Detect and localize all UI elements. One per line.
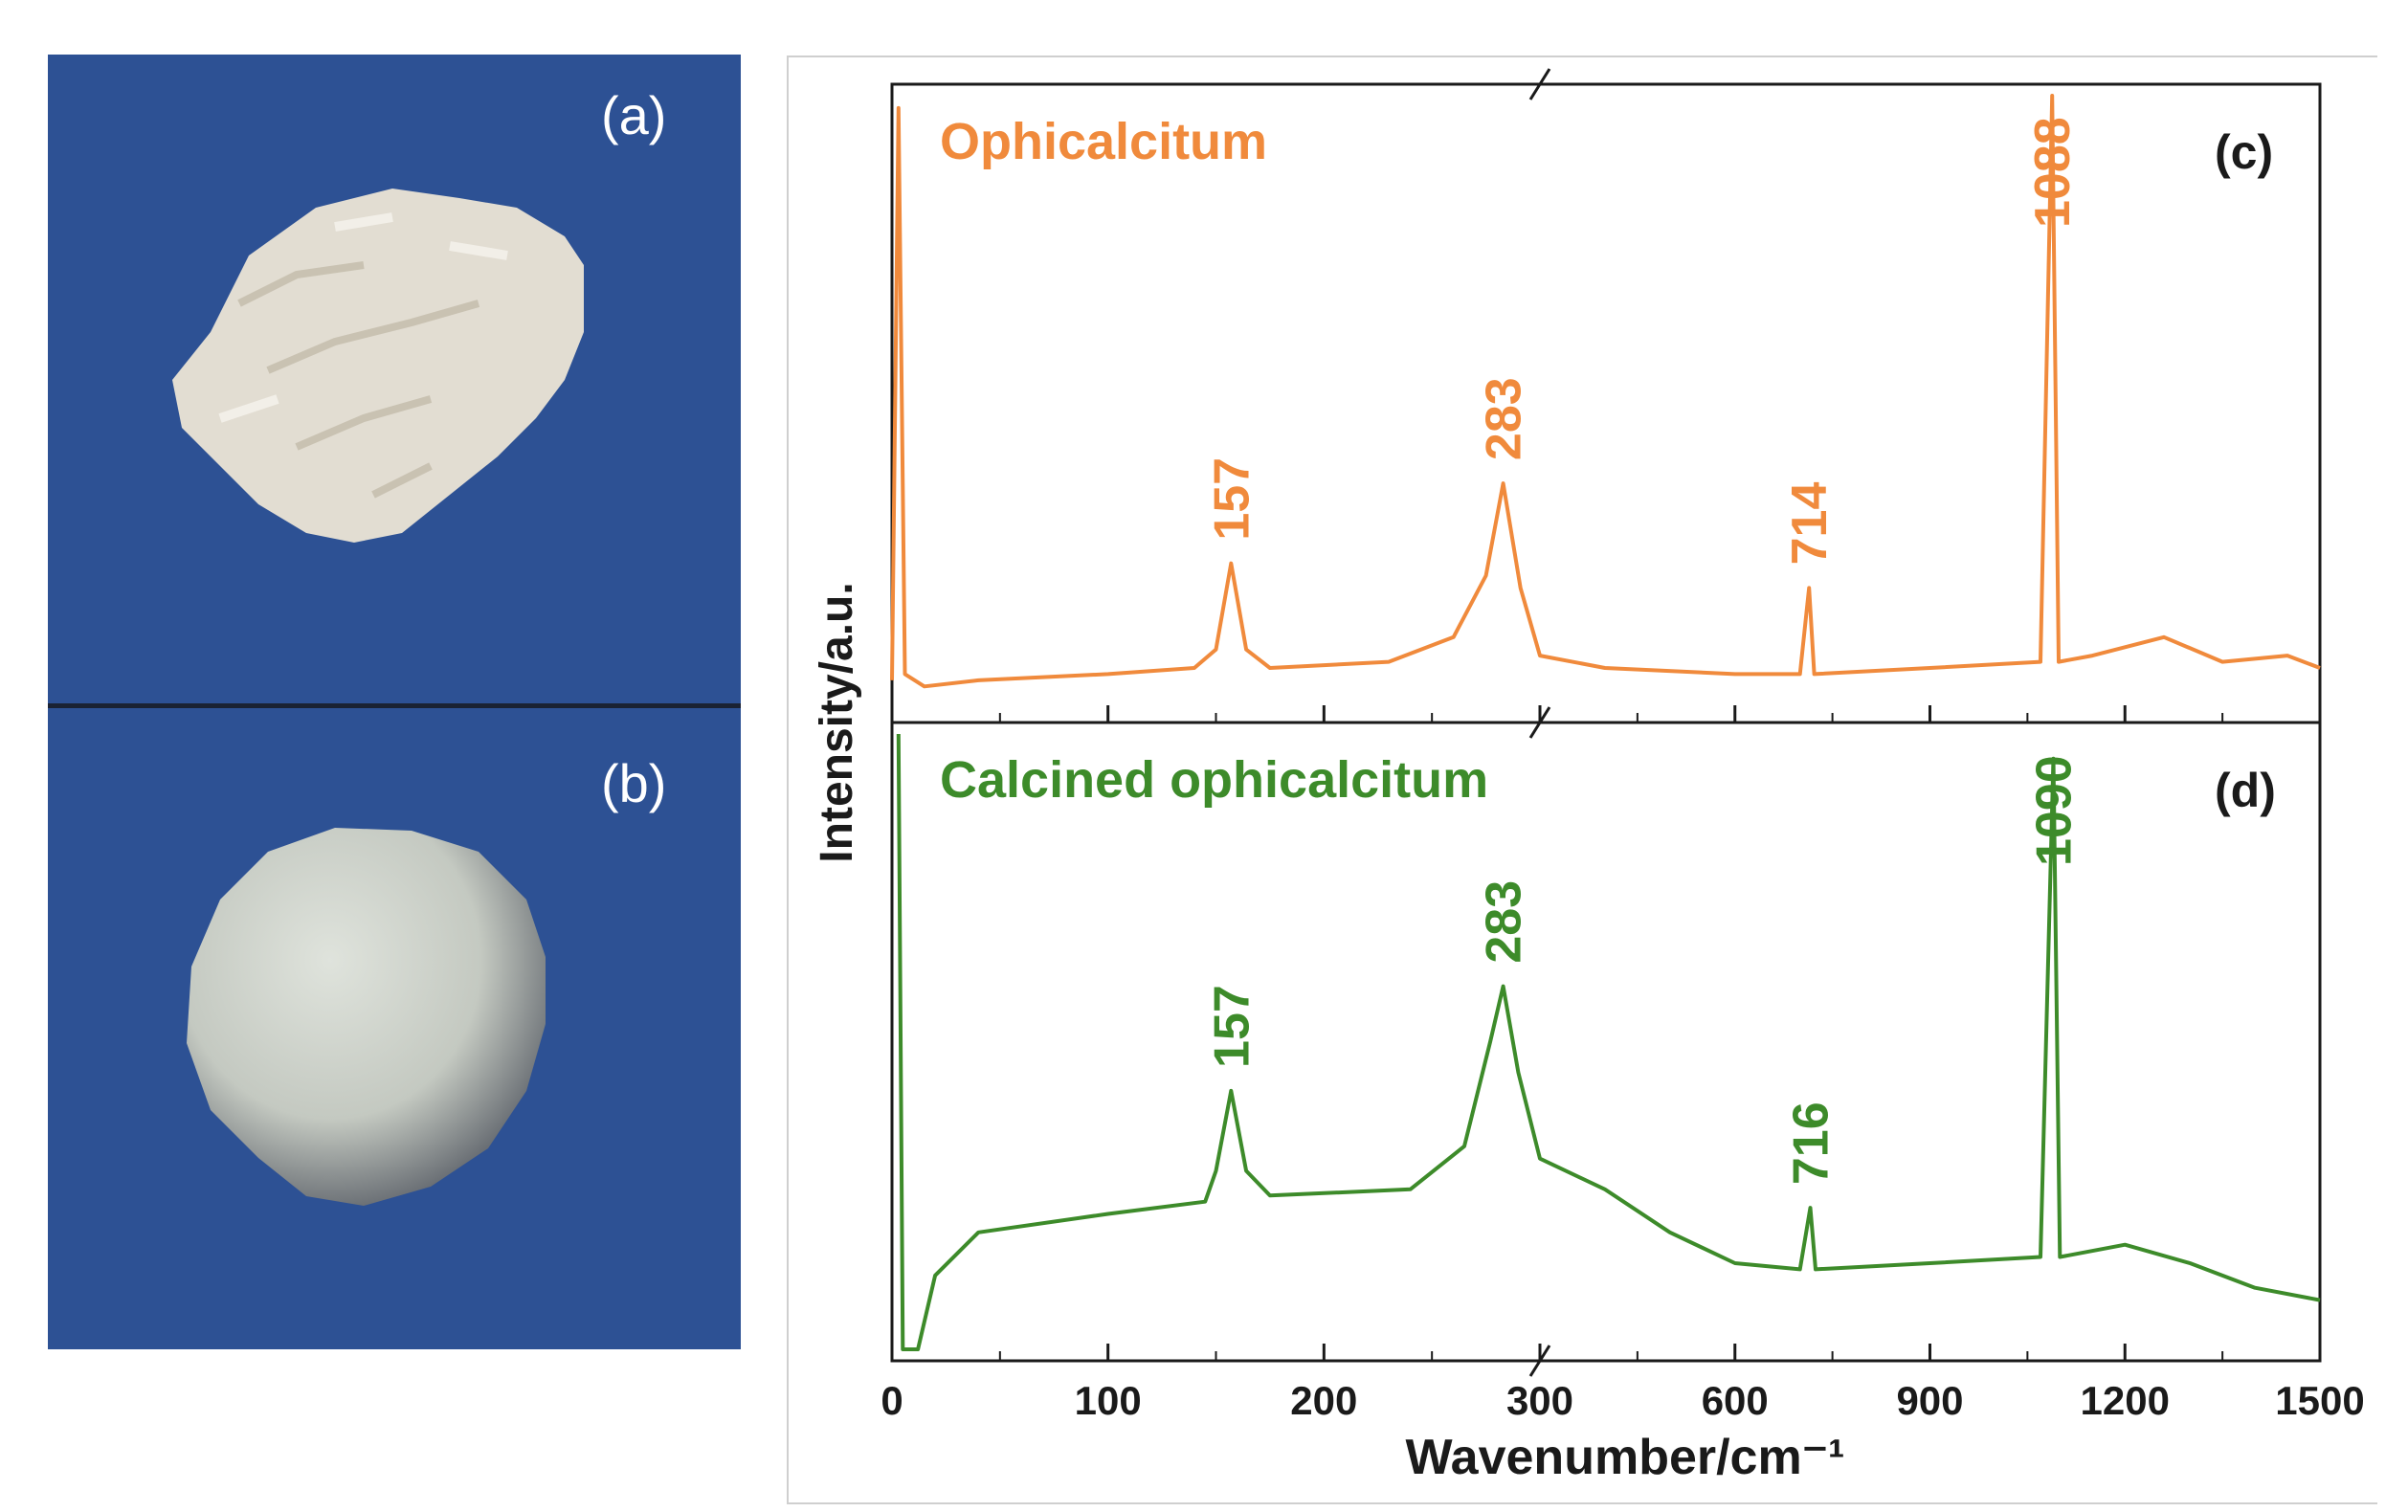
photo-panel-b [48, 708, 741, 1349]
x-tick-label: 1500 [2275, 1378, 2364, 1423]
axis-break-mark [1528, 68, 1551, 100]
raman-chart-frame: 0 100 200 300 600 900 1200 1500 Wavenumber/cm⁻¹ I… [787, 56, 2377, 1504]
panel-label-a: (a) [601, 85, 667, 145]
photo-panel-a [48, 55, 741, 705]
x-tick-label: 100 [1075, 1378, 1142, 1423]
series-line-ophicalcitum [890, 94, 2321, 689]
axis-break-mark [1528, 706, 1551, 739]
x-tick-label: 200 [1290, 1378, 1357, 1423]
ophicalcitum-sample-photo [172, 189, 584, 543]
peak-label: 1090 [2027, 755, 2083, 866]
panel-label-b: (b) [601, 753, 667, 813]
peak-label: 283 [1477, 880, 1532, 964]
x-tick-label: 600 [1702, 1378, 1769, 1423]
panel-c-frame [890, 82, 2322, 724]
peak-label: 157 [1204, 985, 1260, 1068]
peak-label: 283 [1477, 377, 1532, 460]
series-line-calcined-ophicalcitum [896, 733, 2321, 1351]
series-name: Ophicalcitum [940, 113, 1267, 170]
photo-divider [48, 703, 741, 708]
peak-label: 157 [1204, 457, 1260, 541]
raman-spectra-chart: 0 100 200 300 600 900 1200 1500 Wavenumber/cm⁻¹ I… [812, 68, 2365, 1485]
peak-label: 716 [1784, 1101, 1839, 1185]
panel-d-frame [890, 721, 2322, 1363]
peak-label: 1088 [2025, 117, 2081, 228]
panel-label: (d) [2215, 764, 2276, 817]
y-axis-label: Intensity/a.u. [812, 582, 862, 862]
x-tick-label: 0 [881, 1378, 903, 1423]
peak-label: 714 [1782, 482, 1838, 566]
axis-break-mark [1528, 1345, 1551, 1377]
series-name: Calcined ophicalcitum [940, 751, 1488, 809]
calcined-sample-photo [187, 828, 546, 1206]
x-tick-label: 900 [1896, 1378, 1963, 1423]
x-tick-label: 1200 [2081, 1378, 2170, 1423]
panel-label: (c) [2215, 125, 2273, 179]
x-axis-label: Wavenumber/cm⁻¹ [1406, 1430, 1845, 1485]
x-tick-label: 300 [1506, 1378, 1573, 1423]
